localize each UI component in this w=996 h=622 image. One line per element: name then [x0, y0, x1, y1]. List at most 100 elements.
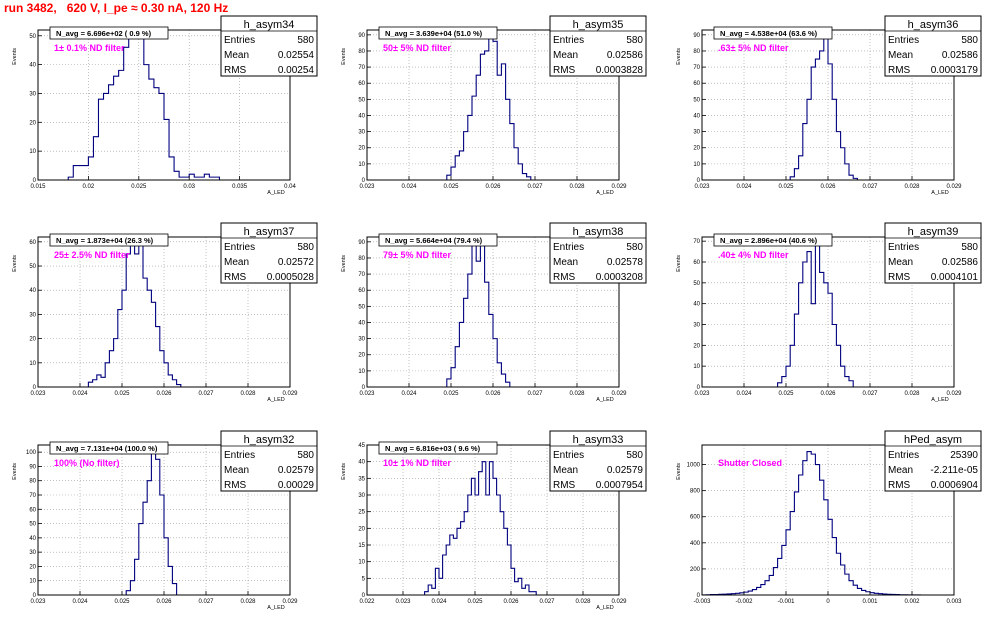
histogram-series: [701, 450, 954, 596]
stats-label: Mean: [224, 257, 249, 268]
histogram-series: [424, 461, 537, 595]
x-tick-label: 0.027: [862, 184, 878, 190]
x-tick-label: 0.028: [904, 391, 920, 397]
y-axis-label: Events: [12, 255, 18, 272]
filter-label: 10± 1% ND filter: [383, 458, 451, 468]
navg-label: N_avg = 3.639e+04 (51.0 %): [385, 29, 483, 38]
stats-label: RMS: [888, 65, 911, 76]
stats-label: RMS: [224, 65, 247, 76]
stats-label: RMS: [888, 480, 911, 491]
y-tick-label: 80: [358, 256, 365, 262]
filter-label: .40± 4% ND filter: [718, 250, 789, 260]
stats-label: RMS: [553, 480, 576, 491]
x-tick-label: 0.003: [946, 599, 962, 605]
stats-value: 0.0003828: [596, 65, 644, 76]
x-axis-label: A_LED: [267, 190, 284, 196]
y-tick-label: 30: [358, 493, 365, 499]
stats-value: 0.00254: [278, 65, 315, 76]
stats-value: 25390: [950, 450, 978, 461]
stats-value: 0.0007954: [596, 480, 644, 491]
x-tick-label: 0.027: [198, 599, 214, 605]
x-axis-label: A_LED: [596, 605, 613, 611]
navg-box: [378, 233, 498, 247]
y-tick-label: 40: [693, 113, 700, 119]
stats-box: [884, 430, 982, 492]
y-tick-label: 90: [358, 33, 365, 39]
y-tick-label: 100: [26, 450, 37, 456]
navg-box: [378, 26, 498, 40]
x-tick-label: 0.023: [395, 599, 411, 605]
x-tick-label: 0.026: [820, 391, 836, 397]
y-tick-label: 90: [358, 240, 365, 246]
y-axis-label: Events: [341, 255, 347, 272]
stats-value: 580: [626, 450, 643, 461]
stats-label: Mean: [224, 465, 249, 476]
y-tick-label: 80: [693, 49, 700, 55]
stats-value: 0.02586: [942, 257, 979, 268]
stats-title: h_asym37: [244, 226, 295, 238]
stats-box: [220, 430, 318, 492]
stats-label: RMS: [553, 65, 576, 76]
x-tick-label: 0.026: [485, 184, 501, 190]
y-tick-label: 70: [29, 493, 36, 499]
stats-value: 580: [626, 35, 643, 46]
x-tick-label: 0.027: [527, 391, 543, 397]
stats-label: Entries: [224, 450, 255, 461]
stats-box: [220, 15, 318, 77]
y-axis-label: Events: [341, 48, 347, 65]
y-tick-label: 70: [693, 65, 700, 71]
y-tick-label: 50: [29, 34, 36, 40]
histogram-panel-h_asym33: 0.022 0.023 0.024 0.025 0.026 0.027 0.028 0.029…: [341, 430, 647, 611]
y-axis-label: Events: [12, 48, 18, 65]
y-tick-label: 40: [358, 460, 365, 466]
stats-label: Mean: [224, 50, 249, 61]
x-tick-label: 0.001: [862, 599, 878, 605]
filter-label: .63± 5% ND filter: [718, 43, 789, 53]
stats-value: 0.02554: [278, 50, 315, 61]
y-tick-label: 20: [29, 120, 36, 126]
stats-title: h_asym33: [573, 434, 624, 446]
y-tick-label: 40: [358, 113, 365, 119]
histogram-panel-hPed_asym: -0.003 -0.002 -0.001 0 0.001 0.002 0.003 0 200 40…: [676, 430, 982, 605]
x-tick-label: 0.002: [904, 599, 920, 605]
y-tick-label: 0: [697, 593, 701, 599]
y-tick-label: 60: [29, 507, 36, 513]
stats-value: 0.02586: [607, 50, 644, 61]
stats-label: Mean: [888, 257, 913, 268]
y-tick-label: 0: [362, 178, 366, 184]
x-tick-label: 0.022: [359, 599, 375, 605]
stats-value: 0.02578: [607, 257, 644, 268]
stats-title: h_asym34: [244, 19, 295, 31]
y-tick-label: 0: [33, 385, 37, 391]
histogram-series: [789, 34, 858, 180]
stats-title: h_asym35: [573, 19, 624, 31]
x-tick-label: 0.025: [467, 599, 483, 605]
y-tick-label: 30: [29, 312, 36, 318]
y-tick-label: 10: [29, 361, 36, 367]
x-tick-label: 0.024: [72, 391, 88, 397]
stats-title: h_asym39: [908, 226, 959, 238]
y-tick-label: 600: [690, 515, 701, 521]
y-tick-label: 60: [693, 81, 700, 87]
y-tick-label: 0: [697, 385, 701, 391]
x-tick-label: 0.025: [443, 391, 459, 397]
y-tick-label: 0: [33, 593, 37, 599]
y-tick-label: 70: [693, 239, 700, 245]
stats-value: -2.211e-05: [930, 465, 978, 476]
y-tick-label: 60: [358, 288, 365, 294]
y-tick-label: 10: [29, 579, 36, 585]
y-tick-label: 10: [358, 369, 365, 375]
x-tick-label: 0.026: [503, 599, 519, 605]
y-tick-label: 90: [693, 33, 700, 39]
x-tick-label: 0.025: [114, 599, 130, 605]
x-tick-label: 0.027: [527, 184, 543, 190]
stats-label: RMS: [224, 480, 247, 491]
y-tick-label: 20: [29, 337, 36, 343]
stats-value: 580: [297, 242, 314, 253]
navg-box: [49, 441, 169, 455]
navg-box: [713, 26, 833, 40]
navg-label: N_avg = 1.873e+04 (26.3 %): [56, 236, 154, 245]
histogram-panel-h_asym36: 0.023 0.024 0.025 0.026 0.027 0.028 0.029 0 10 20…: [676, 15, 982, 196]
y-tick-label: 50: [358, 97, 365, 103]
